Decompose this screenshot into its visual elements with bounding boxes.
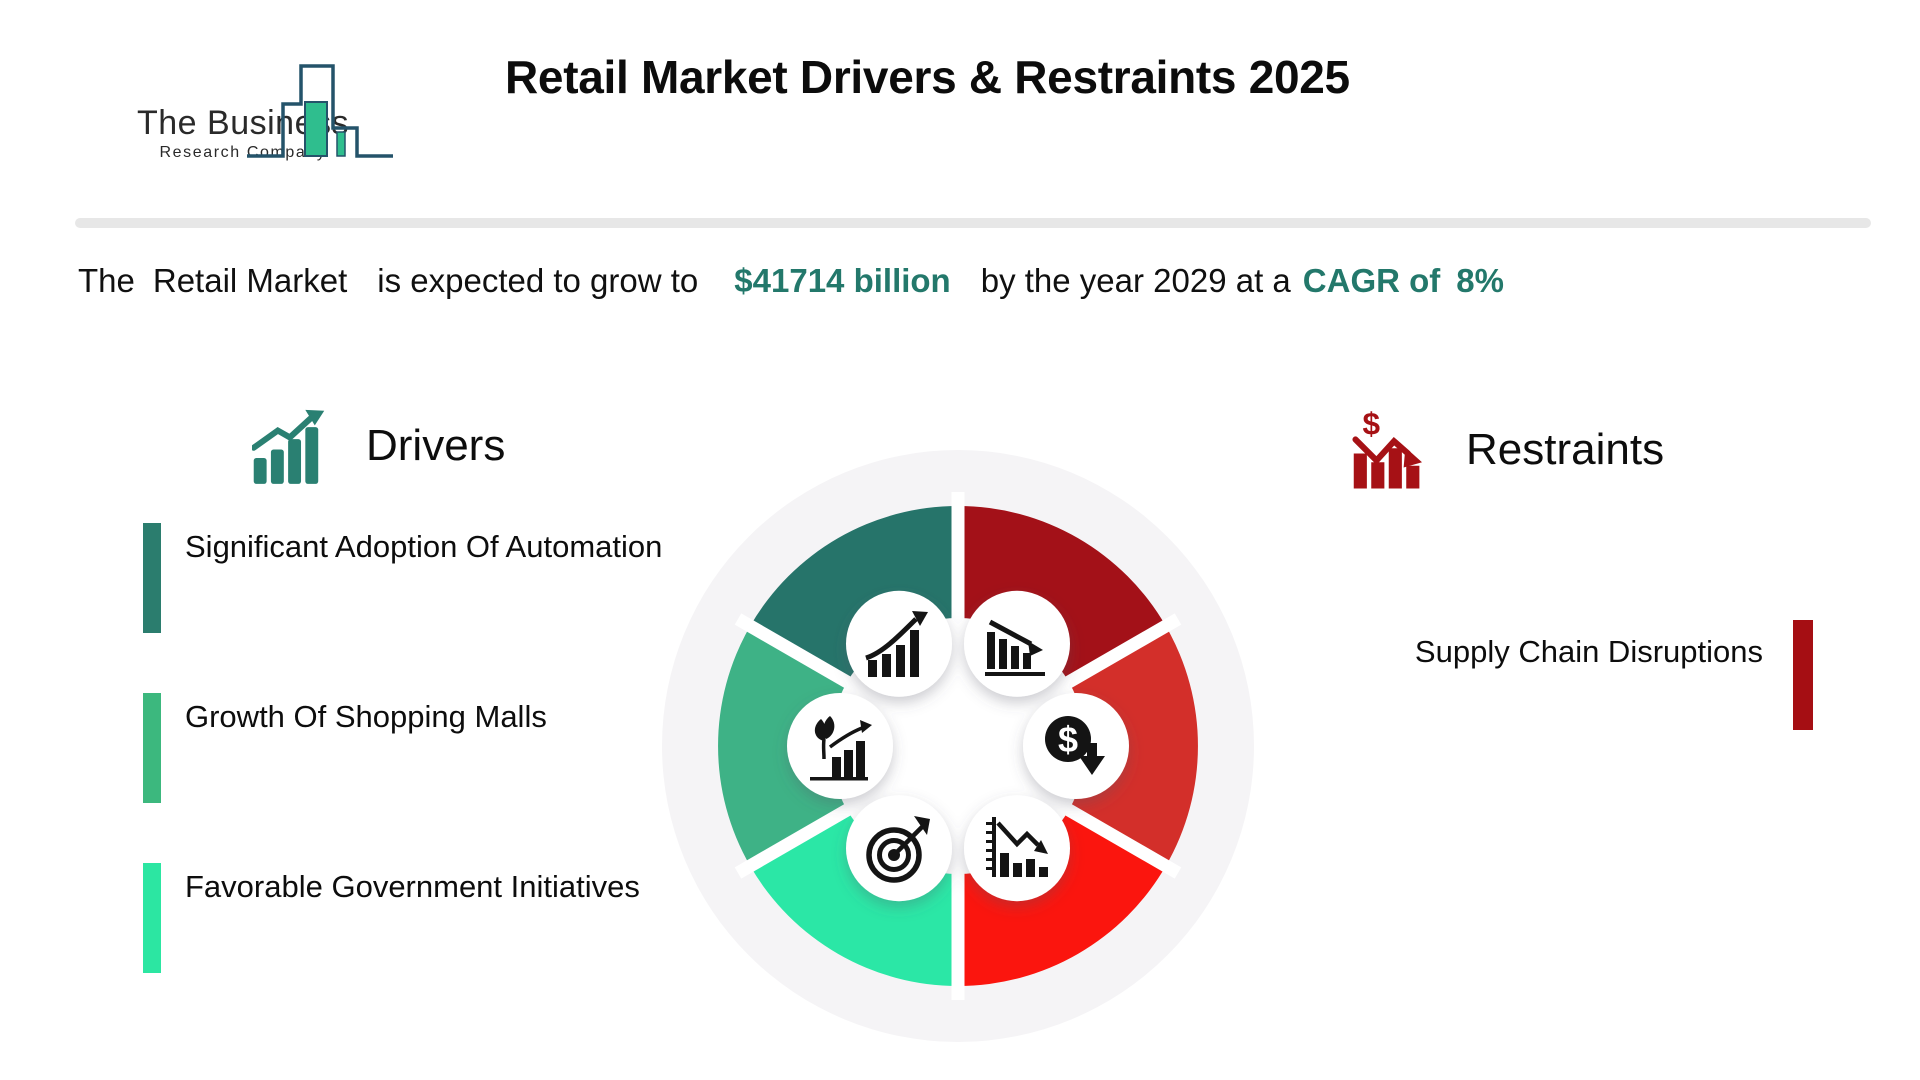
driver-label: Favorable Government Initiatives [185, 869, 640, 904]
dollar-decrease-icon: $ [1045, 716, 1105, 775]
market-value: $41714 billion [734, 262, 951, 299]
driver-label: Growth Of Shopping Malls [185, 699, 547, 734]
wheel-segment-right [1068, 626, 1198, 866]
drivers-heading-label: Drivers [366, 421, 506, 470]
driver-item: Significant Adoption Of Automation [143, 523, 662, 633]
company-logo: The Business Research Company [137, 52, 477, 164]
driver-label: Significant Adoption Of Automation [185, 529, 663, 564]
bar-chart-logo-icon [247, 64, 393, 158]
loss-graph-icon [986, 817, 1048, 877]
drivers-heading: Drivers [252, 406, 505, 486]
target-dart-icon [866, 816, 930, 883]
restraint-label: Supply Chain Disruptions [1414, 634, 1763, 669]
svg-text:$: $ [1362, 408, 1380, 441]
plant-growth-chart-icon [810, 716, 872, 781]
wheel-segment-top-right [958, 506, 1166, 682]
restraint-accent-bar [1793, 620, 1813, 730]
rising-bars-arrow-icon [252, 409, 325, 484]
driver-accent-bar [143, 863, 161, 973]
page-title: Retail Market Drivers & Restraints 2025 [505, 51, 1350, 103]
falling-bars-dollar-icon: $ [1352, 408, 1422, 489]
driver-accent-bar [143, 523, 161, 633]
growth-chart-icon [865, 611, 928, 677]
drivers-restraints-wheel: $ [662, 450, 1254, 1042]
wheel-segment-top-left [750, 506, 958, 682]
wheel-segment-bottom-right [958, 810, 1166, 986]
svg-text:$: $ [1058, 719, 1078, 760]
divider [75, 218, 1871, 228]
restraints-heading-label: Restraints [1466, 425, 1665, 474]
market-name: Retail Market [152, 262, 348, 299]
wheel-segment-left [718, 626, 848, 866]
wheel-gap-lines [734, 492, 1182, 1000]
summary-prefix: The [78, 262, 135, 299]
wheel-segment-bottom-left [750, 810, 958, 986]
cagr-value: 8% [1456, 262, 1504, 299]
driver-item: Favorable Government Initiatives [143, 863, 640, 973]
summary-year-text: by the year 2029 at a [980, 262, 1291, 299]
declining-bars-icon [985, 619, 1045, 676]
driver-accent-bar [143, 693, 161, 803]
summary-sentence: The Retail Market is expected to grow to… [78, 262, 1504, 300]
summary-growth-text: is expected to grow to [377, 262, 699, 299]
cagr-label: CAGR of [1302, 262, 1441, 299]
restraints-heading: $ Restraints [1350, 408, 1664, 492]
driver-item: Growth Of Shopping Malls [143, 693, 547, 803]
